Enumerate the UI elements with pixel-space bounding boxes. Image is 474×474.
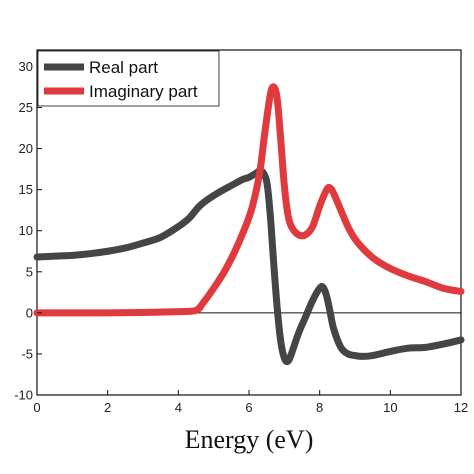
y-tick-label: 15	[19, 182, 33, 197]
x-tick-label: 0	[33, 400, 40, 415]
legend-box	[37, 50, 220, 107]
y-tick-label: 10	[19, 223, 33, 238]
axes-layer: 0 2 4 6 8 10 12 -10 -5 0 5 10 15 20 25 30	[14, 59, 468, 415]
series-line-0	[33, 166, 465, 366]
x-tick-label: 10	[383, 400, 397, 415]
y-tick-label: -10	[14, 388, 33, 403]
x-tick-label: 12	[454, 400, 468, 415]
y-tick-label: -5	[21, 346, 33, 361]
y-tick-label: 25	[19, 100, 33, 115]
x-tick-label: 2	[104, 400, 111, 415]
series-line-1	[33, 83, 465, 317]
x-axis-title: Energy (eV)	[185, 425, 314, 454]
x-tick-label: 4	[175, 400, 182, 415]
legend: Real part Imaginary part	[37, 50, 220, 107]
series-layer	[33, 83, 465, 366]
y-tick-label: 20	[19, 141, 33, 156]
x-tick-label: 8	[316, 400, 323, 415]
y-tick-label: 5	[26, 264, 33, 279]
legend-label-1: Imaginary part	[89, 82, 198, 101]
y-tick-label: 30	[19, 59, 33, 74]
legend-label-0: Real part	[89, 58, 158, 77]
x-tick-label: 6	[245, 400, 252, 415]
y-tick-label: 0	[26, 305, 33, 320]
